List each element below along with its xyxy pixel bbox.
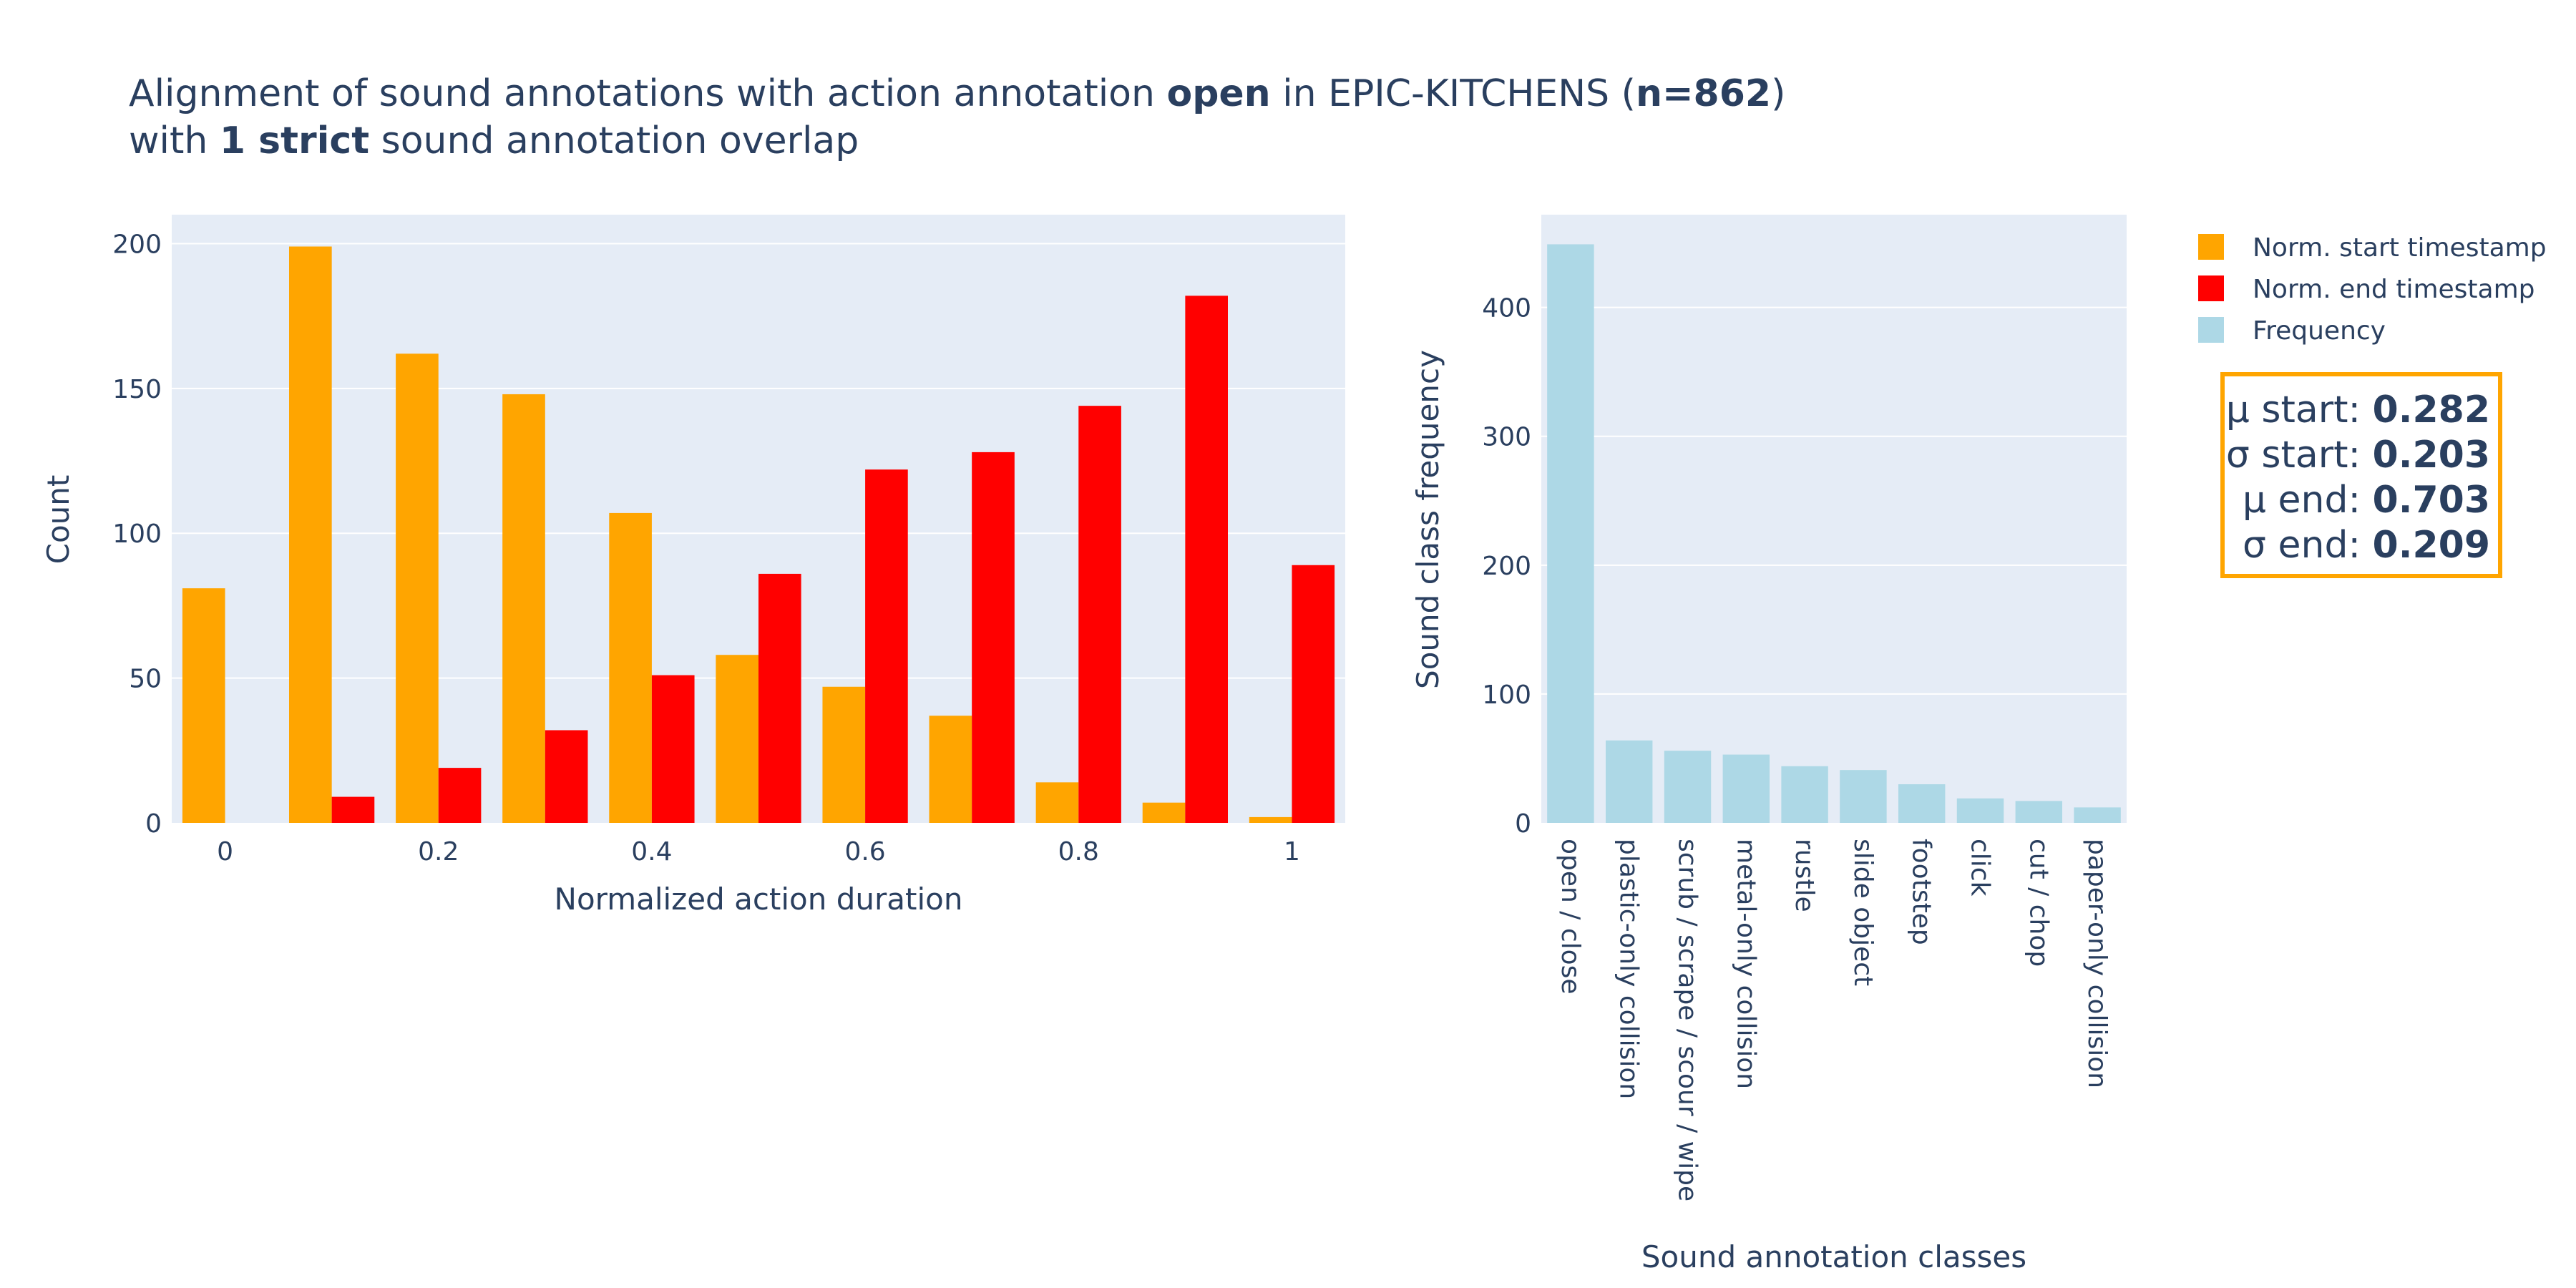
frequency-bar <box>1547 244 1594 823</box>
stats-label: μ start: <box>2226 389 2373 431</box>
end-timestamp-bar <box>1078 406 1121 823</box>
stats-value: 0.203 <box>2373 434 2490 477</box>
start-timestamp-bar <box>609 512 652 823</box>
frequency-plot-area <box>1541 215 2127 823</box>
category-tick-label: rustle <box>1790 839 1819 912</box>
start-timestamp-bar <box>289 246 332 823</box>
category-tick-label: footstep <box>1907 839 1936 945</box>
stats-row: μ end: 0.703 <box>2243 479 2490 522</box>
histogram-y-tick-label: 150 <box>112 375 162 404</box>
end-timestamp-bar <box>651 675 695 823</box>
title-segment: 1 strict <box>220 119 369 162</box>
title-segment: Alignment of sound annotations with acti… <box>129 72 1166 115</box>
start-timestamp-bar <box>929 716 972 823</box>
end-timestamp-bar <box>972 452 1015 823</box>
histogram-x-axis-label: Normalized action duration <box>555 882 963 917</box>
frequency-y-tick-label: 300 <box>1482 423 1531 452</box>
stats-label: μ end: <box>2243 479 2373 522</box>
frequency-panel: 0 100 200 300 400 open / close plastic-only co… <box>1482 215 2127 1201</box>
legend-label: Frequency <box>2253 316 2386 346</box>
end-timestamp-bar <box>1292 565 1335 823</box>
start-timestamp-bar <box>182 588 225 823</box>
histogram-y-tick-label: 100 <box>112 519 162 549</box>
category-tick-label: open / close <box>1556 839 1585 995</box>
histogram-x-tick-label: 0 <box>217 837 233 867</box>
start-timestamp-bar <box>716 655 758 823</box>
legend-swatch <box>2198 317 2224 343</box>
title-segment: sound annotation overlap <box>369 119 859 162</box>
start-timestamp-bar <box>1249 816 1292 823</box>
start-timestamp-bar <box>1142 802 1186 823</box>
frequency-bar <box>1840 770 1887 823</box>
stats-row: σ end: 0.209 <box>2243 524 2490 567</box>
end-timestamp-bar <box>758 573 801 823</box>
histogram-y-tick-label: 200 <box>112 230 162 259</box>
frequency-bar <box>1605 740 1653 823</box>
frequency-bar <box>1898 784 1946 823</box>
histogram-panel: 0 50 100 150 200 0 0.2 0.4 0.6 0.8 1 <box>112 215 1345 867</box>
stats-value: 0.703 <box>2373 479 2490 522</box>
frequency-bar <box>1664 751 1712 823</box>
end-timestamp-bar <box>545 730 588 823</box>
end-timestamp-bar <box>438 768 482 823</box>
category-tick-label: slide object <box>1848 839 1878 986</box>
title-segment: open <box>1166 72 1270 115</box>
stats-box-border <box>2220 372 2502 578</box>
category-tick-label: cut / chop <box>2024 839 2053 967</box>
chart-title-line2: with 1 strict sound annotation overlap <box>129 119 859 162</box>
category-tick-label: paper-only collision <box>2082 839 2112 1088</box>
frequency-y-tick-label: 200 <box>1482 552 1531 581</box>
start-timestamp-bar <box>502 394 545 823</box>
legend-swatch <box>2198 234 2224 260</box>
frequency-y-tick-label: 400 <box>1482 294 1531 323</box>
stats-label: σ start: <box>2226 434 2373 477</box>
stats-row: σ start: 0.203 <box>2226 434 2490 477</box>
end-timestamp-bar <box>1185 296 1228 823</box>
start-timestamp-bar <box>1035 782 1079 823</box>
frequency-bar <box>2015 801 2063 823</box>
frequency-bar <box>1722 754 1770 823</box>
category-tick-label: scrub / scrape / scour / wipe <box>1673 839 1702 1201</box>
category-tick-label: plastic-only collision <box>1614 839 1644 1099</box>
stats-value: 0.209 <box>2373 524 2490 567</box>
title-segment: ) <box>1771 72 1785 115</box>
title-segment: n=862 <box>1636 72 1771 115</box>
frequency-bar <box>2074 807 2121 823</box>
stats-row: μ start: 0.282 <box>2226 389 2490 431</box>
title-segment: with <box>129 119 220 162</box>
legend-swatch <box>2198 275 2224 301</box>
histogram-y-tick-label: 0 <box>145 809 162 839</box>
frequency-y-tick-label: 100 <box>1482 680 1531 710</box>
frequency-x-axis-label: Sound annotation classes <box>1641 1239 2026 1274</box>
end-timestamp-bar <box>331 796 375 823</box>
histogram-x-tick-label: 0.4 <box>631 837 672 867</box>
legend-label: Norm. end timestamp <box>2253 275 2535 304</box>
legend: Norm. start timestamp Norm. end timestamp… <box>2198 233 2547 346</box>
legend-label: Norm. start timestamp <box>2253 233 2547 263</box>
title-segment: in EPIC-KITCHENS ( <box>1271 72 1636 115</box>
frequency-y-axis-label: Sound class frequency <box>1410 350 1445 689</box>
frequency-y-tick-label: 0 <box>1515 809 1531 839</box>
category-tick-label: metal-only collision <box>1731 839 1760 1089</box>
histogram-y-tick-label: 50 <box>129 665 162 694</box>
histogram-x-tick-label: 0.8 <box>1058 837 1099 867</box>
start-timestamp-bar <box>822 686 866 823</box>
chart-title-line1: Alignment of sound annotations with acti… <box>129 72 1785 115</box>
histogram-y-axis-label: Count <box>41 475 76 565</box>
stats-label: σ end: <box>2243 524 2373 567</box>
histogram-x-tick-label: 1 <box>1284 837 1300 867</box>
start-timestamp-bar <box>396 353 439 823</box>
stats-value: 0.282 <box>2373 389 2490 431</box>
frequency-bar <box>1781 766 1828 823</box>
category-tick-label: click <box>1966 839 1995 897</box>
histogram-x-tick-label: 0.2 <box>418 837 459 867</box>
end-timestamp-bar <box>865 469 908 823</box>
frequency-bar <box>1956 798 2004 823</box>
histogram-x-tick-label: 0.6 <box>844 837 885 867</box>
